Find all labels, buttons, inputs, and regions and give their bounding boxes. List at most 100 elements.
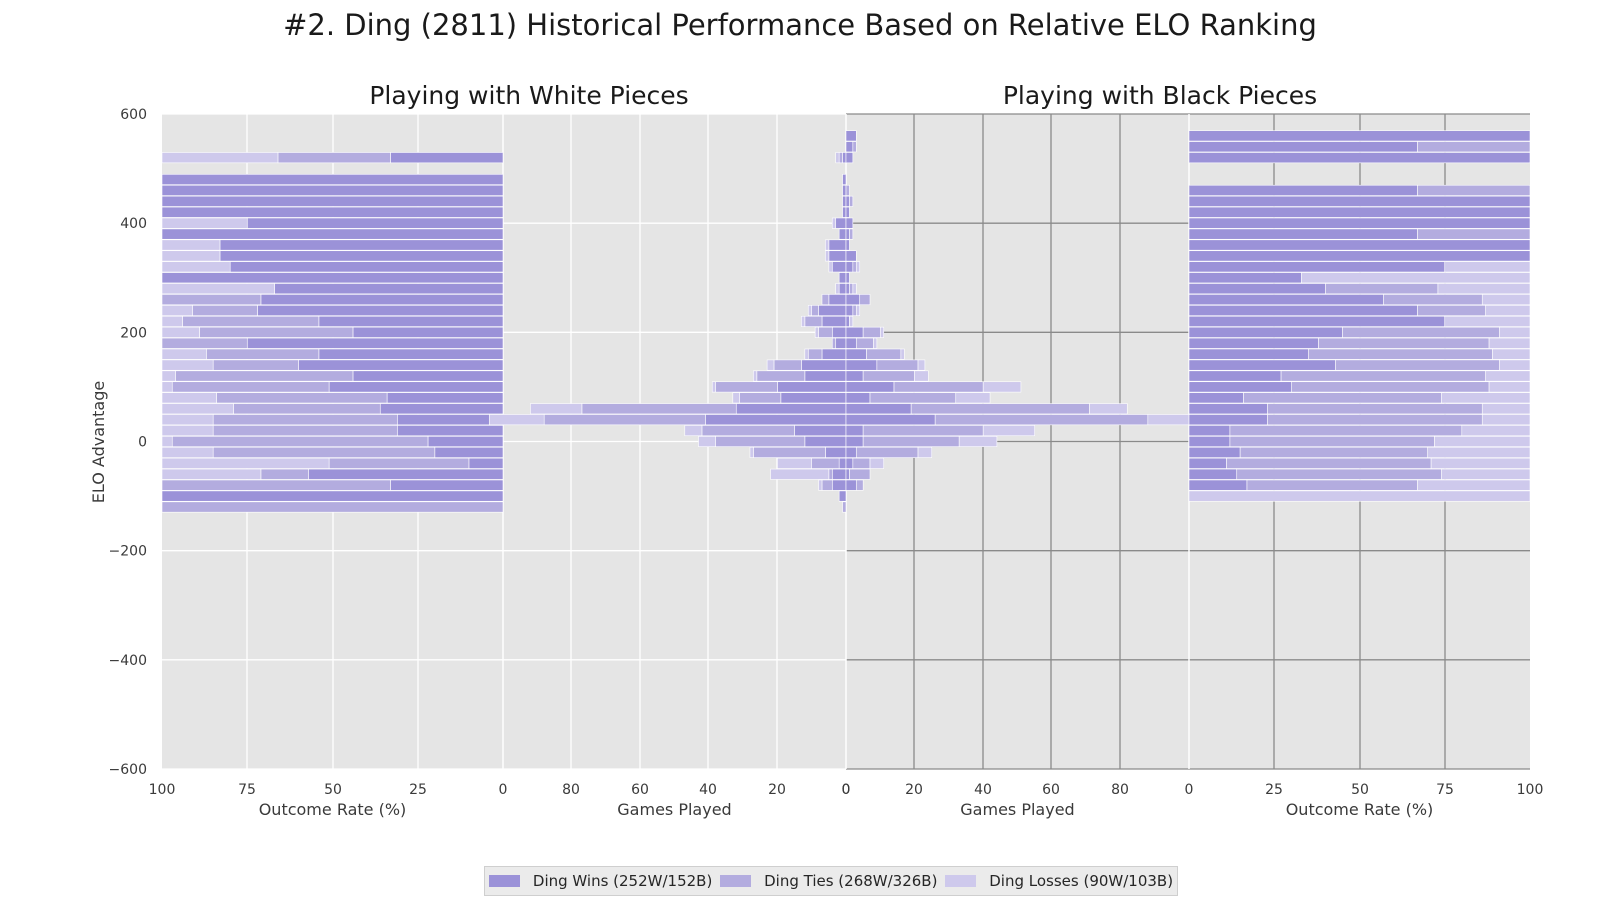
white-outcome-bar-losses [161,359,214,371]
black-outcome-bar-ties [1239,446,1429,458]
black-games-bar-wins [845,261,854,273]
white-games-bar-wins [838,457,847,469]
white-games-bar-ties [773,359,802,371]
white-outcome-bar-losses [161,403,234,415]
white-outcome-bar-wins [161,272,504,284]
black-outcome-bar-ties [1417,305,1486,316]
black-outcome-bar-ties [1246,479,1418,491]
white-outcome-bar-losses [161,436,173,447]
white-games-bar-wins [831,479,847,491]
black-outcome-x-axis-label: Outcome Rate (%) [1286,800,1434,819]
black-games-bar-losses [855,305,861,316]
white-outcome-bar-wins [161,174,504,185]
black-games-bar-ties [862,326,881,338]
white-games-bar-losses [825,250,830,262]
black-games-bar-wins [845,446,857,458]
black-outcome-bar-wins [1188,436,1231,447]
black-games-bar-losses [917,446,933,458]
black-games-bar-ties [849,195,854,207]
black-games-bar-wins [845,239,850,251]
black-games-bar-losses [879,326,885,338]
black-games-bar-losses [914,370,929,382]
legend-label-wins: Ding Wins (252W/152B) [532,872,713,890]
white-outcome-bar-wins [308,468,504,480]
black-outcome-bar-ties [1417,184,1531,196]
legend-swatch-losses [945,875,977,887]
black-games-bar-ties [866,348,902,360]
black-outcome-bar-wins [1188,250,1531,262]
white-games-bar-losses [530,403,583,415]
white-games-bar-ties [543,414,706,426]
black-outcome-bar-wins [1188,370,1282,382]
black-outcome-bar-wins [1188,272,1302,284]
y-tick-label: 0 [138,435,147,451]
black-games-bar-ties [855,337,874,349]
black-games-bar-losses [982,425,1035,437]
white-games-bar-wins [828,294,847,306]
white-outcome-x-tick-label: 100 [149,782,176,798]
white-games-bar-losses [835,283,840,295]
white-games-bar-ties [831,337,837,349]
black-outcome-bar-losses [1444,315,1531,327]
legend-label-losses: Ding Losses (90W/103B) [989,872,1174,890]
legend-item-wins: Ding Wins (252W/152B) [488,872,713,890]
white-outcome-bar-losses [161,326,200,338]
black-games-bar-ties [862,436,960,447]
white-games-bar-losses [766,359,775,371]
black-outcome-bar-losses [1488,381,1531,393]
white-games-bar-ties [804,315,823,327]
black-games-bar-wins [845,326,864,338]
black-games-bar-wins [845,392,871,404]
white-games-bar-losses [825,239,830,251]
white-games-bar-wins [828,239,847,251]
black-outcome-bar-ties [1267,414,1483,426]
white-outcome-bar-ties [233,403,381,415]
black-games-bar-ties [862,370,915,382]
white-outcome-bar-wins [260,294,504,306]
black-outcome-bar-wins [1188,228,1418,240]
white-outcome-bar-losses [161,250,221,262]
black-outcome-bar-ties [1243,392,1442,404]
white-outcome-bar-losses [161,446,214,458]
white-games-bar-wins [735,403,847,415]
black-games-bar-ties [852,457,871,469]
white-games-bar-losses [804,348,809,360]
white-games-bar-ties [701,425,795,437]
black-games-bar-ties [852,261,857,273]
white-outcome-bar-wins [396,425,504,437]
white-outcome-bar-ties [161,294,262,306]
white-games-bar-wins [831,261,847,273]
black-games-bar-wins [845,272,850,284]
black-outcome-bar-losses [1488,337,1531,349]
white-outcome-bar-losses [161,315,183,327]
white-games-x-tick-label: 20 [768,782,786,798]
black-outcome-bar-losses [1444,261,1531,273]
white-outcome-bar-losses [161,370,176,382]
white-outcome-bar-wins [161,195,504,207]
black-outcome-bar-losses [1441,468,1531,480]
white-outcome-bar-ties [182,315,320,327]
white-outcome-bar-wins [161,490,504,502]
white-outcome-bar-wins [379,403,504,415]
black-games-bar-wins [845,294,861,306]
white-outcome-bar-wins [318,348,504,360]
black-games-bar-ties [862,425,984,437]
black-outcome-bar-wins [1188,446,1241,458]
black-games-bar-losses [955,392,991,404]
black-outcome-bar-ties [1267,403,1483,415]
black-games-bar-wins [845,414,936,426]
white-games-bar-wins [835,217,847,229]
black-outcome-bar-losses [1441,392,1531,404]
white-outcome-bar-losses [161,392,217,404]
chart-title: #2. Ding (2811) Historical Performance B… [283,8,1317,42]
legend-label-ties: Ding Ties (268W/326B) [764,872,938,890]
black-outcome-x-tick-label: 75 [1436,782,1454,798]
black-outcome-bar-ties [1335,359,1500,371]
y-tick-label: −600 [109,762,147,778]
black-games-x-tick-label: 0 [842,782,851,798]
black-outcome-bar-wins [1188,261,1446,273]
white-games-bar-wins [804,370,847,382]
white-panel-title: Playing with White Pieces [369,81,688,110]
white-games-x-tick-label: 80 [562,782,580,798]
black-games-bar-wins [845,152,854,164]
